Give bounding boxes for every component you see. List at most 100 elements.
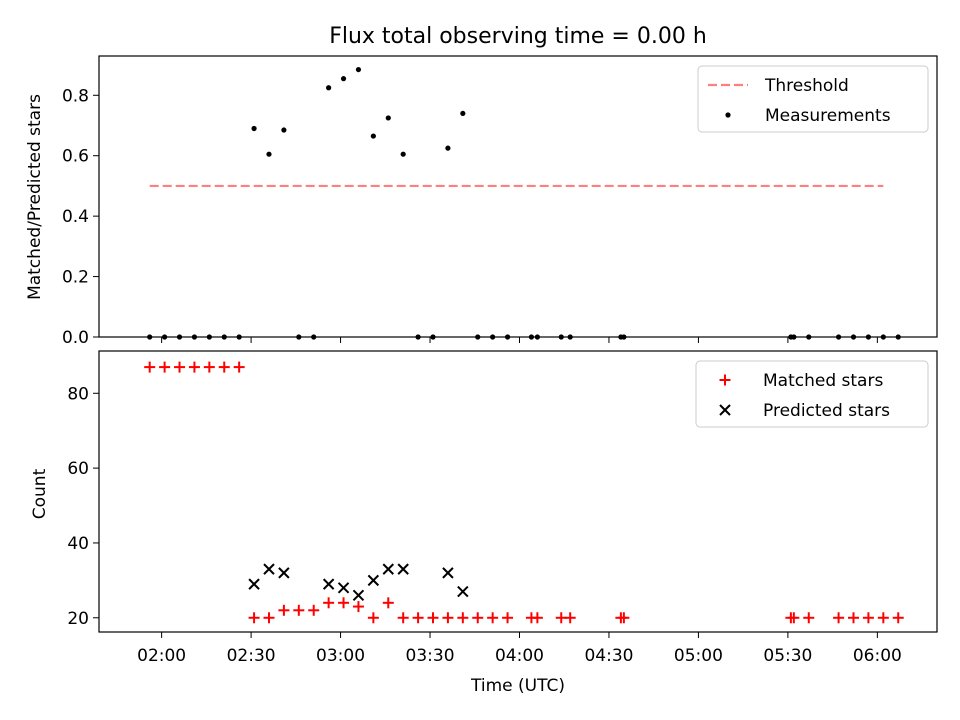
top-y-tick-label: 0.8	[62, 86, 89, 106]
matched-star-marker	[278, 604, 290, 616]
bottom-y-tick-label: 60	[67, 459, 89, 479]
matched-star-marker	[159, 361, 171, 373]
predicted-star-marker	[322, 578, 335, 590]
matched-star-marker	[862, 612, 874, 624]
matched-star-marker	[412, 612, 424, 624]
bottom-legend-box	[695, 360, 929, 428]
matched-star-marker	[174, 361, 186, 373]
matched-star-marker	[892, 612, 904, 624]
matched-star-marker	[847, 612, 859, 624]
matched-star-marker	[397, 612, 409, 624]
matched-star-marker	[248, 612, 260, 624]
top-y-axis-label: Matched/Predicted stars	[25, 94, 45, 300]
bottom-y-axis-label: Count	[30, 468, 50, 519]
predicted-star-marker-b	[352, 589, 365, 602]
matched-star-marker	[188, 361, 200, 373]
matched-star-marker	[233, 361, 245, 373]
bottom-y-tick-label: 80	[67, 384, 89, 404]
bottom-panel: 20 40 60 80 02:00 02:30 03:00 03:30 04:00 04:30 05…	[67, 350, 938, 666]
bottom-y-tick-label: 40	[67, 534, 89, 554]
predicted-star-marker-b	[367, 574, 380, 587]
predicted-star-marker-b	[442, 567, 454, 579]
x-tick-label: 06:00	[853, 646, 902, 666]
x-tick-label: 04:00	[495, 646, 544, 666]
matched-star-marker	[442, 612, 454, 624]
top-y-tick-label: 0.0	[62, 328, 89, 348]
predicted-star-marker-b	[263, 563, 275, 575]
predicted-star-marker	[442, 567, 454, 579]
matched-star-marker	[531, 612, 543, 624]
legend-entry-label: Matched stars	[763, 371, 883, 391]
measurement-point	[355, 66, 362, 73]
legend-entry-label: Measurements	[765, 106, 891, 126]
predicted-star-marker	[337, 582, 350, 594]
matched-star-marker	[457, 612, 469, 624]
x-axis-label: Time (UTC)	[470, 676, 565, 696]
bottom-axes-frame	[98, 350, 938, 633]
predicted-star-marker-b	[322, 578, 335, 590]
predicted-star-marker	[278, 567, 290, 579]
measurement-point	[326, 85, 332, 91]
measurement-point	[251, 125, 257, 132]
measurement-point	[460, 110, 466, 117]
predicted-star-marker-b	[397, 563, 409, 575]
matched-star-marker	[218, 361, 230, 373]
matched-star-marker	[382, 597, 394, 609]
top-legend: Threshold Measurements	[697, 65, 929, 133]
predicted-star-marker	[367, 574, 380, 587]
legend-entry-label: Predicted stars	[763, 401, 890, 421]
matched-star-marker	[203, 361, 215, 373]
measurement-point	[445, 145, 451, 151]
matched-star-marker	[564, 612, 576, 624]
top-legend-box	[697, 65, 929, 133]
matched-star-marker	[833, 612, 845, 624]
legend-x-swatch-b	[719, 404, 731, 416]
matched-star-marker	[144, 361, 156, 373]
matched-star-marker	[618, 612, 630, 624]
matched-star-marker	[472, 612, 484, 624]
bottom-legend: Matched stars Predicted stars	[695, 360, 929, 428]
predicted-star-marker-b	[278, 567, 290, 579]
x-tick-label: 05:00	[674, 646, 723, 666]
matched-star-marker	[338, 597, 350, 609]
predicted-star-marker	[352, 589, 365, 602]
measurement-point	[281, 127, 287, 133]
top-axes-frame	[98, 55, 938, 338]
measurement-point	[400, 151, 406, 157]
x-tick-label: 02:30	[227, 646, 276, 666]
predicted-star-marker	[382, 563, 394, 575]
matched-star-marker	[308, 604, 320, 616]
measurement-point	[266, 151, 272, 157]
matched-star-marker	[367, 612, 379, 624]
x-tick-label: 03:00	[316, 646, 365, 666]
measurement-point	[340, 76, 347, 82]
top-panel: 0.0 0.2 0.4 0.6 0.8 Threshold Measurements	[62, 55, 938, 348]
matched-star-marker	[877, 612, 889, 624]
predicted-star-marker	[263, 563, 275, 575]
x-tick-label: 02:00	[137, 646, 186, 666]
measurement-point	[385, 115, 391, 121]
measurement-point	[370, 133, 376, 139]
top-y-tick-label: 0.4	[62, 207, 89, 227]
matched-star-marker	[293, 604, 305, 616]
top-y-tick-label: 0.2	[62, 268, 89, 288]
predicted-star-marker	[397, 563, 409, 575]
predicted-star-marker-b	[382, 563, 394, 575]
predicted-star-marker-b	[337, 582, 350, 594]
x-tick-label: 04:30	[584, 646, 633, 666]
matched-star-marker	[502, 612, 514, 624]
top-chart-title: Flux total observing time = 0.00 h	[329, 24, 707, 49]
top-y-tick-label: 0.6	[62, 147, 89, 167]
x-tick-label: 05:30	[763, 646, 812, 666]
predicted-star-marker-b	[457, 585, 469, 598]
legend-plus-swatch	[719, 374, 731, 386]
matched-star-marker	[352, 601, 364, 613]
legend-entry-label: Threshold	[764, 76, 849, 96]
matched-star-marker	[788, 612, 800, 624]
legend-dot-swatch	[725, 112, 731, 118]
matched-star-marker	[427, 612, 439, 624]
bottom-y-tick-label: 20	[67, 609, 89, 629]
predicted-star-marker	[248, 578, 260, 590]
matched-star-marker	[487, 612, 499, 624]
